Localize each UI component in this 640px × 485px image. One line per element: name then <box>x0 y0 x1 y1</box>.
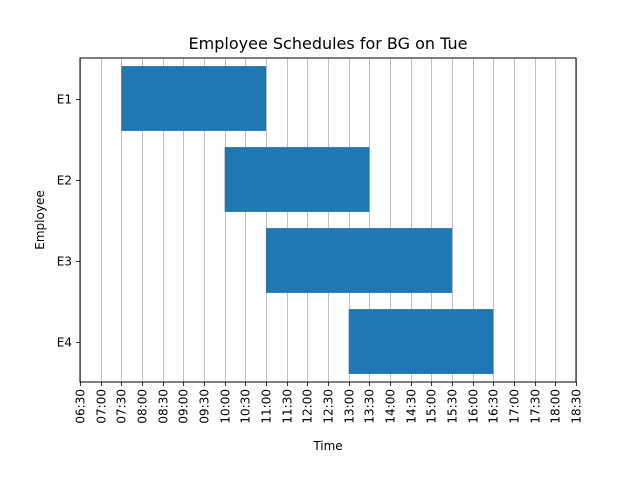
y-axis-ticks: E1 E2 E3 E4 <box>57 93 80 350</box>
x-axis-ticks: 06:30 07:00 07:30 08:00 08:30 09:00 09:30 10:00… <box>74 382 584 424</box>
shift-bars <box>121 66 494 374</box>
y-tick-label-e3: E3 <box>57 255 72 269</box>
x-tick-label: 14:30 <box>405 389 419 424</box>
x-axis-label: Time <box>312 439 342 453</box>
shift-bar-e3 <box>266 228 452 293</box>
shift-bar-e1 <box>121 66 266 131</box>
y-tick-label-e2: E2 <box>57 174 72 188</box>
x-tick-label: 15:00 <box>425 389 439 424</box>
x-tick-label: 17:00 <box>508 389 522 424</box>
x-tick-label: 08:00 <box>136 389 150 424</box>
plot-frame <box>79 57 577 383</box>
y-tick-label-e4: E4 <box>57 336 72 350</box>
x-tick-label: 06:30 <box>74 389 88 424</box>
x-tick-label: 14:00 <box>384 389 398 424</box>
x-tick-label: 11:00 <box>260 389 274 424</box>
x-tick-label: 16:30 <box>487 389 501 424</box>
x-tick-label: 09:00 <box>177 389 191 424</box>
chart-title: Employee Schedules for BG on Tue <box>189 34 468 53</box>
x-tick-label: 12:00 <box>301 389 315 424</box>
x-tick-label: 18:30 <box>570 389 584 424</box>
x-tick-label: 10:00 <box>219 389 233 424</box>
x-tick-label: 15:30 <box>446 389 460 424</box>
x-tick-label: 17:30 <box>529 389 543 424</box>
x-tick-label: 13:30 <box>363 389 377 424</box>
x-tick-label: 07:30 <box>115 389 129 424</box>
y-tick-label-e1: E1 <box>57 93 72 107</box>
x-tick-label: 10:30 <box>239 389 253 424</box>
x-tick-label: 07:00 <box>95 389 109 424</box>
shift-bar-e4 <box>348 309 494 374</box>
y-axis-label: Employee <box>33 190 47 249</box>
x-tick-label: 11:30 <box>281 389 295 424</box>
x-tick-label: 18:00 <box>549 389 563 424</box>
x-tick-label: 16:00 <box>467 389 481 424</box>
shift-bar-e2 <box>224 147 370 212</box>
x-tick-label: 08:30 <box>157 389 171 424</box>
x-tick-label: 13:00 <box>343 389 357 424</box>
x-tick-label: 12:30 <box>322 389 336 424</box>
x-tick-label: 09:30 <box>198 389 212 424</box>
